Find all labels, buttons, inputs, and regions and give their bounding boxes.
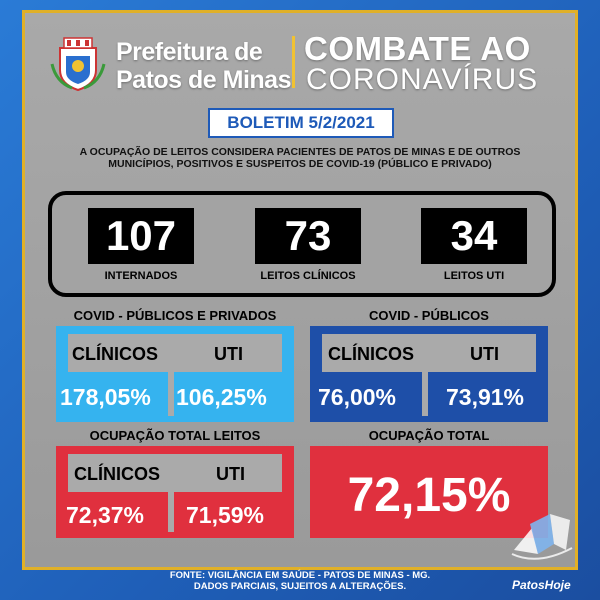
clinicos-label: CLÍNICOS (328, 344, 415, 364)
count-label: LEITOS CLÍNICOS (260, 270, 356, 282)
uti-label: UTI (216, 464, 245, 484)
uti-label: UTI (470, 344, 499, 364)
panel-ocupacao-total: 72,15% (310, 446, 548, 538)
panel-header-row (68, 334, 282, 372)
prefeitura-title: Prefeitura de Patos de Minas (116, 38, 292, 94)
section-title-ocupacao-total: OCUPAÇÃO TOTAL (368, 428, 490, 443)
panel-divider (422, 372, 428, 416)
count-leitos-uti: 34 LEITOS UTI (421, 208, 527, 282)
prefeitura-line1: Prefeitura de (116, 38, 263, 66)
clinicos-value: 72,37% (66, 502, 145, 528)
ocupacao-total-value: 72,15% (347, 469, 511, 522)
prefeitura-line2: Patos de Minas (116, 66, 292, 94)
panel-publicos-privados: CLÍNICOS UTI 178,05% 106,25% (56, 326, 294, 422)
note-line1: A OCUPAÇÃO DE LEITOS CONSIDERA PACIENTES… (79, 146, 521, 158)
panel-divider (168, 372, 174, 416)
clinicos-label: CLÍNICOS (72, 344, 159, 364)
boletim-date: BOLETIM 5/2/2021 (208, 108, 394, 138)
section-title-publicos: COVID - PÚBLICOS (369, 308, 489, 323)
count-label: LEITOS UTI (443, 270, 505, 282)
count-label: INTERNADOS (104, 270, 178, 282)
municipal-crest-icon (50, 37, 106, 92)
count-value: 107 (88, 208, 194, 264)
count-leitos-clinicos: 73 LEITOS CLÍNICOS (255, 208, 361, 282)
panel-publicos: CLÍNICOS UTI 76,00% 73,91% (310, 326, 548, 422)
count-value: 34 (421, 208, 527, 264)
patoshoje-watermark: PatosHoje (512, 578, 571, 592)
clinicos-value: 76,00% (318, 384, 397, 410)
panel-divider (168, 492, 174, 532)
occupancy-note: A OCUPAÇÃO DE LEITOS CONSIDERA PACIENTES… (36, 146, 564, 170)
clinicos-label: CLÍNICOS (74, 464, 161, 484)
header: Prefeitura de Patos de Minas COMBATE AO … (30, 30, 550, 98)
uti-value: 71,59% (186, 502, 265, 528)
footer: FONTE: VIGILÂNCIA EM SAÚDE - PATOS DE MI… (30, 570, 570, 592)
section-title-publicos-privados: COVID - PÚBLICOS E PRIVADOS (73, 308, 277, 323)
uti-value: 106,25% (176, 384, 267, 410)
count-value: 73 (255, 208, 361, 264)
panel-ocupacao-leitos: CLÍNICOS UTI 72,37% 71,59% (56, 446, 294, 538)
count-internados: 107 INTERNADOS (88, 208, 194, 282)
panel-header-row (322, 334, 536, 372)
counts-box: 107 INTERNADOS 73 LEITOS CLÍNICOS 34 LEI… (48, 191, 556, 297)
footer-line2: DADOS PARCIAIS, SUJEITOS A ALTERAÇÕES. (193, 581, 407, 592)
footer-line1: FONTE: VIGILÂNCIA EM SAÚDE - PATOS DE MI… (169, 570, 431, 581)
clinicos-value: 178,05% (60, 384, 151, 410)
section-title-ocupacao-leitos: OCUPAÇÃO TOTAL LEITOS (89, 428, 261, 443)
uti-label: UTI (214, 344, 243, 364)
coronavirus-title: CORONAVÍRUS (306, 63, 539, 96)
header-divider (292, 36, 295, 88)
combate-title: COMBATE AO (304, 30, 531, 67)
panel-header-row (68, 454, 282, 492)
uti-value: 73,91% (446, 384, 525, 410)
note-line2: MUNICÍPIOS, POSITIVOS E SUSPEITOS DE COV… (108, 158, 492, 170)
patoshoje-logo-icon (511, 514, 573, 560)
